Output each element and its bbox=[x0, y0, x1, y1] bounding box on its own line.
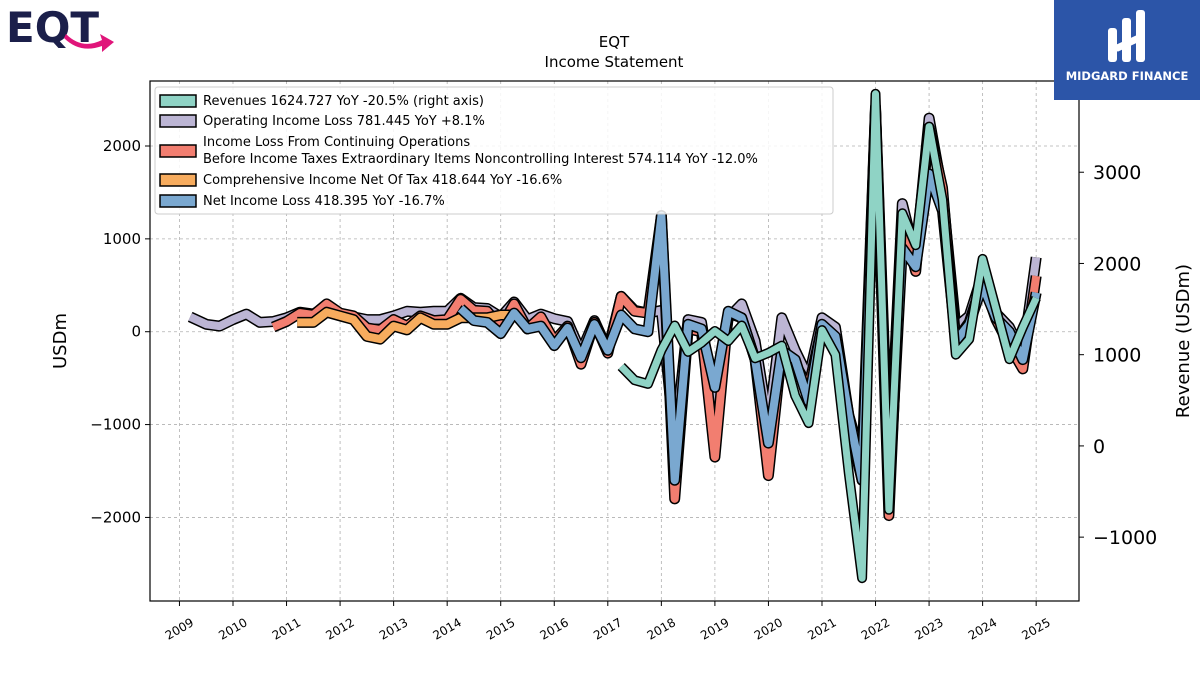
y-tick-label: 0 bbox=[131, 323, 141, 341]
y-tick-label: −1000 bbox=[90, 416, 141, 434]
plot-frame bbox=[149, 80, 1080, 602]
y-right-tick-label: 2000 bbox=[1093, 253, 1141, 275]
y-tick-label: 1000 bbox=[103, 230, 141, 248]
y-axis-right-label: Revenue (USDm) bbox=[1173, 264, 1194, 418]
y-tick-label: 2000 bbox=[103, 137, 141, 155]
y-right-tick-label: −1000 bbox=[1093, 527, 1157, 549]
eqt-logo: EQT bbox=[6, 4, 114, 52]
y-right-tick-label: 1000 bbox=[1093, 345, 1141, 367]
legend-revenues: Revenues 1624.727 YoY -20.5% (right axis… bbox=[203, 94, 484, 109]
midgard-logo-text: MIDGARD FINANCE bbox=[1066, 69, 1189, 83]
legend-pretax-income-line1: Income Loss From Continuing Operations bbox=[203, 135, 470, 150]
legend-swatch-net-income bbox=[159, 194, 197, 208]
y-right-tick-label: 3000 bbox=[1093, 162, 1141, 184]
chart-title: EQT bbox=[599, 33, 630, 51]
series-revenues bbox=[617, 88, 1041, 584]
legend-operating-income: Operating Income Loss 781.445 YoY +8.1% bbox=[203, 114, 485, 129]
legend-swatch-pretax-income bbox=[159, 144, 197, 158]
series-lines bbox=[187, 88, 1042, 584]
eqt-logo-arrow-icon bbox=[64, 34, 114, 52]
legend-swatch-operating-income bbox=[159, 114, 197, 128]
y-axis-label: USDm bbox=[50, 313, 71, 369]
y-right-tick-label: 0 bbox=[1093, 436, 1105, 458]
legend: Revenues 1624.727 YoY -20.5% (right axis… bbox=[154, 86, 834, 215]
legend-net-income: Net Income Loss 418.395 YoY -16.7% bbox=[203, 194, 445, 209]
midgard-finance-logo: MIDGARD FINANCE bbox=[1054, 0, 1200, 100]
legend-swatch-comprehensive-income bbox=[159, 173, 197, 187]
midgard-logo-mark-icon bbox=[1108, 10, 1145, 62]
legend-swatch-revenues bbox=[159, 94, 197, 108]
y-tick-label: −2000 bbox=[90, 508, 141, 526]
legend-comprehensive-income: Comprehensive Income Net Of Tax 418.644 … bbox=[203, 173, 562, 188]
series-line bbox=[618, 90, 1040, 582]
chart-subtitle: Income Statement bbox=[545, 53, 684, 71]
legend-pretax-income-line2: Before Income Taxes Extraordinary Items … bbox=[203, 152, 758, 167]
